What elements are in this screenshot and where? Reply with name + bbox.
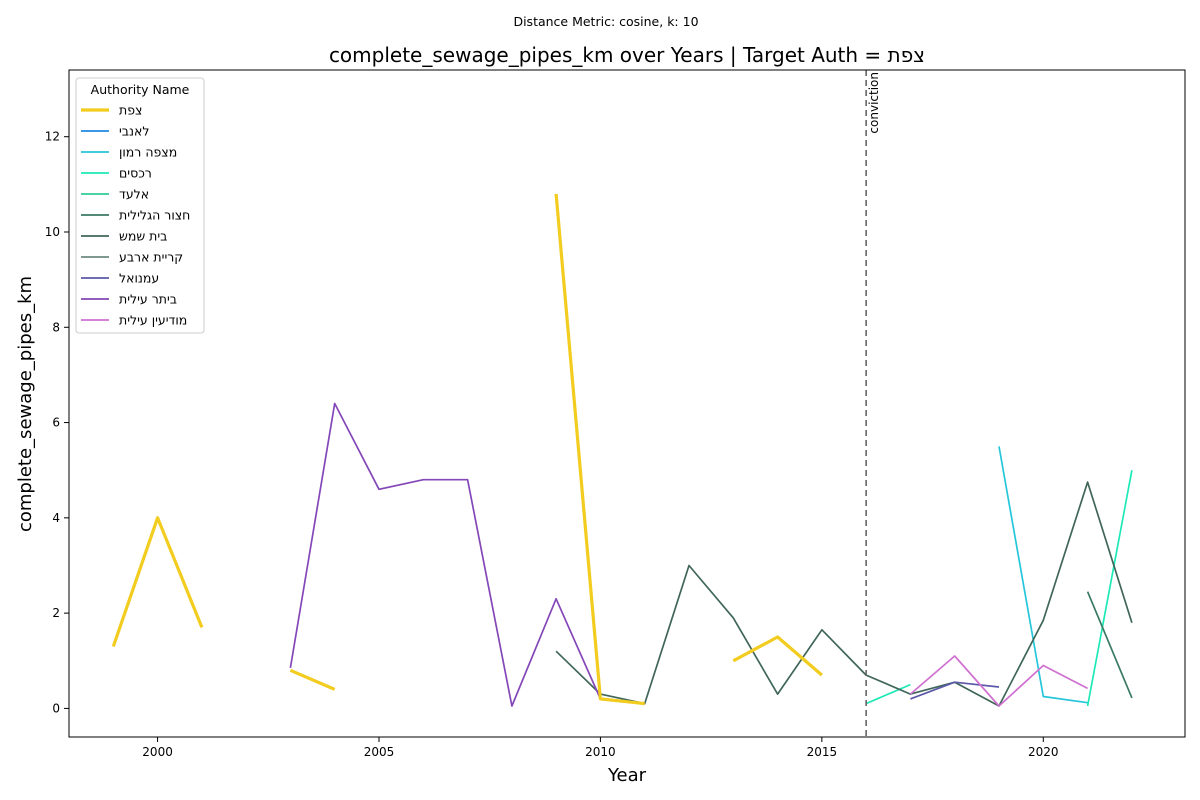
series-0 [111,193,823,706]
series-9 [289,402,602,707]
series-line [289,668,336,691]
series-6 [555,481,1133,707]
plot-area: conviction 2000 2005 2010 2015 2020 0 2 4 6 8 10 1… [45,69,1186,759]
legend-label: בית שמש [119,229,167,244]
y-tick-label: 12 [45,130,60,144]
y-tick-label: 0 [52,701,60,715]
series-10 [909,655,1088,707]
legend: Authority Name צפת לאנבי מצפה רמון רכסים אלע… [75,77,205,334]
series-line [865,683,911,705]
series-8 [910,681,1000,700]
series-3 [865,470,1133,707]
legend-label: צפת [119,103,142,118]
legend-label: מצפה רמון [119,145,177,160]
x-tick-label: 2020 [1028,745,1059,759]
legend-label: לאנבי [119,124,150,139]
y-ticks: 0 2 4 6 8 10 12 [45,130,69,715]
series-line [111,516,204,648]
series-layer [111,193,1133,707]
legend-label: מודיעין עילית [119,313,187,328]
series-line [909,655,1088,707]
legend-label: אלעד [119,187,149,202]
vline-label: conviction [867,72,881,134]
x-axis-label: Year [607,765,647,786]
chart-title: complete_sewage_pipes_km over Years | Ta… [329,43,925,67]
x-tick-label: 2005 [364,745,395,759]
y-tick-label: 8 [52,320,60,334]
y-tick-label: 6 [52,416,60,430]
conviction-marker: conviction [865,70,881,737]
legend-items: צפת לאנבי מצפה רמון רכסים אלעד חצור הגלילית בי… [81,103,190,328]
x-tick-label: 2000 [142,745,173,759]
series-line [910,681,1000,700]
series-line [554,193,645,706]
y-tick-label: 10 [45,225,60,239]
y-tick-label: 4 [52,511,60,525]
series-line [998,446,1088,704]
y-tick-label: 2 [52,606,60,620]
legend-label: קריית ארבע [119,250,183,265]
legend-label: ביתר עילית [119,292,177,307]
series-line [289,402,602,707]
suptitle: Distance Metric: cosine, k: 10 [513,14,698,29]
x-tick-label: 2015 [807,745,838,759]
series-5 [1086,591,1133,699]
legend-title: Authority Name [91,82,190,97]
series-line [555,481,1133,707]
series-line [1086,591,1133,699]
legend-label: רכסים [119,166,152,181]
x-ticks: 2000 2005 2010 2015 2020 [142,737,1059,759]
series-line [732,635,823,677]
legend-box [75,77,205,334]
x-tick-label: 2010 [585,745,616,759]
series-line [1086,470,1133,707]
axes-frame [68,69,1186,738]
legend-label: עמנואל [119,271,159,286]
series-2 [998,446,1088,704]
y-axis-label: complete_sewage_pipes_km [15,276,36,532]
legend-label: חצור הגלילית [119,208,190,223]
